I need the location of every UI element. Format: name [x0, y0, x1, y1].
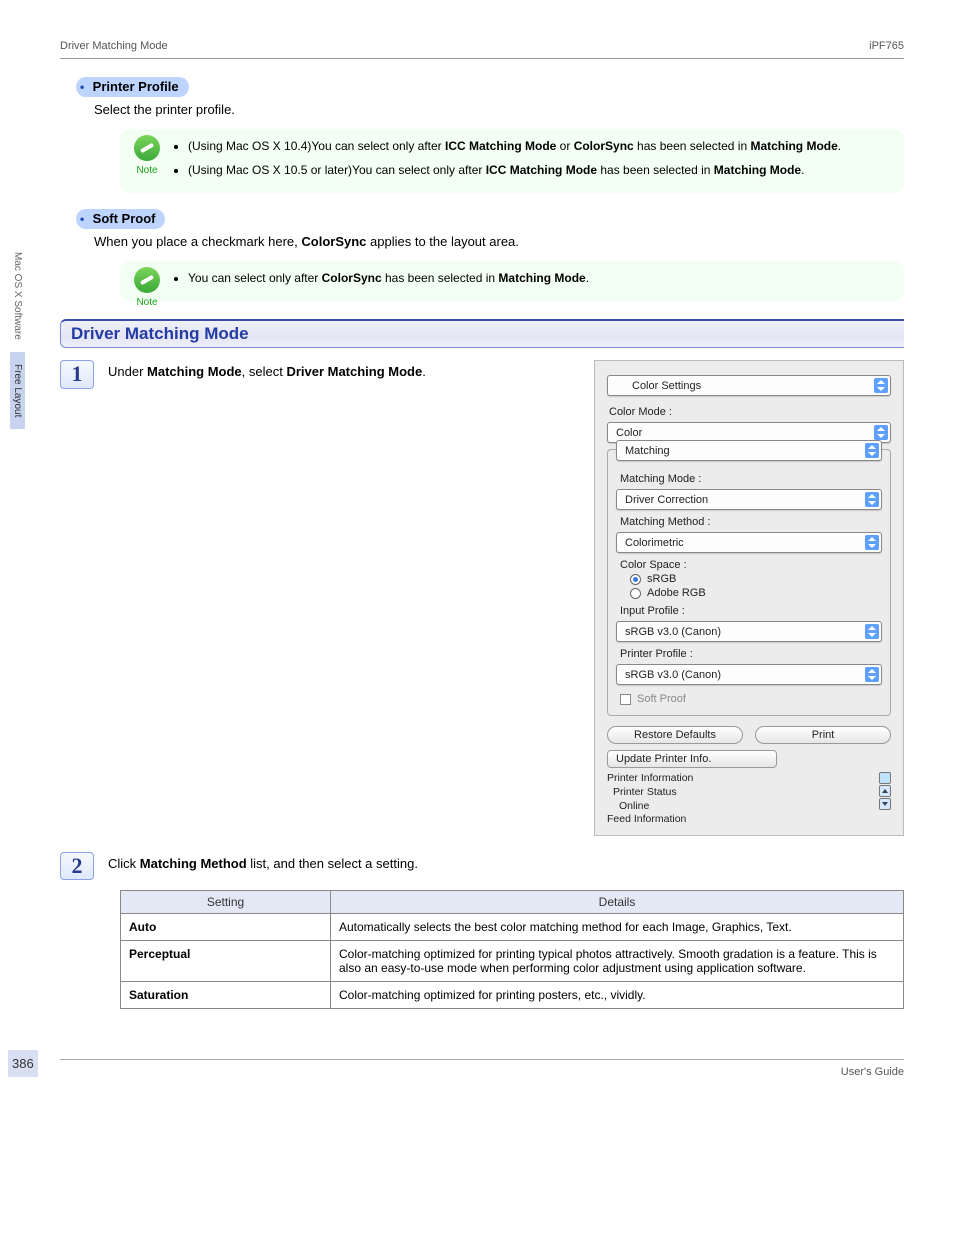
printer-profile-select[interactable]: sRGB v3.0 (Canon) [616, 664, 882, 685]
table-header-details: Details [331, 891, 904, 914]
dropdown-arrows-icon [874, 378, 888, 393]
soft-proof-body: When you place a checkmark here, ColorSy… [94, 233, 904, 251]
printer-info-text: Printer Information Printer Status Onlin… [607, 772, 693, 827]
radio-srgb[interactable]: sRGB [630, 573, 882, 585]
note-label: Note [128, 163, 166, 178]
scroll-down-icon [879, 798, 891, 810]
step-1: 1 Under Matching Mode, select Driver Mat… [60, 360, 540, 388]
page-number: 386 [8, 1050, 38, 1077]
matching-select[interactable]: Matching [616, 440, 882, 461]
color-settings-panel: Color Settings Color Mode : Color Matchi… [594, 360, 904, 836]
pencil-icon [134, 267, 160, 293]
dropdown-arrows-icon [865, 667, 879, 682]
settings-table: Setting Details Auto Automatically selec… [120, 890, 904, 1009]
footer-text: User's Guide [841, 1066, 904, 1078]
panel-dropdown[interactable]: Color Settings [607, 375, 891, 396]
note-label: Note [128, 295, 166, 310]
dropdown-arrows-icon [865, 443, 879, 458]
header-left: Driver Matching Mode [60, 40, 168, 52]
page-header: Driver Matching Mode iPF765 [60, 40, 904, 59]
note-icon: Note [128, 135, 166, 178]
note2-item1: You can select only after ColorSync has … [188, 269, 894, 287]
step-2-text: Click Matching Method list, and then sel… [108, 852, 904, 871]
checkbox-icon [620, 694, 631, 705]
note-icon: Note [128, 267, 166, 310]
dropdown-arrows-icon [874, 425, 888, 440]
matching-method-label: Matching Method : [620, 516, 882, 528]
scroll-up-icon [879, 785, 891, 797]
step-number-2: 2 [60, 852, 94, 880]
step-number-1: 1 [60, 360, 94, 388]
tab-mac-os-x-software: Mac OS X Software [10, 240, 25, 352]
printer-profile-body: Select the printer profile. [94, 101, 904, 119]
footer: User's Guide [60, 1059, 904, 1078]
bullet-icon: • [80, 80, 84, 94]
soft-proof-title: Soft Proof [93, 211, 156, 226]
radio-icon [630, 574, 641, 585]
matching-mode-label: Matching Mode : [620, 473, 882, 485]
scroll-arrows[interactable] [879, 772, 891, 810]
input-profile-select[interactable]: sRGB v3.0 (Canon) [616, 621, 882, 642]
color-space-label: Color Space : [620, 559, 882, 571]
driver-matching-mode-heading: Driver Matching Mode [60, 319, 904, 348]
note1-item2: (Using Mac OS X 10.5 or later)You can se… [188, 161, 894, 179]
tab-free-layout: Free Layout [10, 352, 25, 429]
step-1-text: Under Matching Mode, select Driver Match… [108, 360, 540, 379]
restore-defaults-button[interactable]: Restore Defaults [607, 726, 743, 744]
dropdown-arrows-icon [865, 492, 879, 507]
print-button[interactable]: Print [755, 726, 891, 744]
table-row: Perceptual Color-matching optimized for … [121, 941, 904, 982]
note-box-2: Note You can select only after ColorSync… [120, 261, 904, 301]
color-mode-label: Color Mode : [609, 406, 891, 418]
soft-proof-heading: • Soft Proof [76, 209, 165, 229]
printer-profile-label: Printer Profile : [620, 648, 882, 660]
scroll-thumb-icon [879, 772, 891, 784]
table-row: Saturation Color-matching optimized for … [121, 982, 904, 1009]
soft-proof-checkbox[interactable]: Soft Proof [620, 693, 882, 705]
pencil-icon [134, 135, 160, 161]
printer-profile-heading: • Printer Profile [76, 77, 189, 97]
side-tabs: Mac OS X Software Free Layout [10, 240, 34, 429]
update-printer-info-button[interactable]: Update Printer Info. [607, 750, 777, 768]
matching-method-select[interactable]: Colorimetric [616, 532, 882, 553]
bullet-icon: • [80, 212, 84, 226]
radio-adobe-rgb[interactable]: Adobe RGB [630, 587, 882, 599]
step-2: 2 Click Matching Method list, and then s… [60, 852, 904, 880]
dropdown-arrows-icon [865, 624, 879, 639]
panel-dropdown-label: Color Settings [632, 380, 701, 392]
radio-icon [630, 588, 641, 599]
table-header-setting: Setting [121, 891, 331, 914]
printer-profile-title: Printer Profile [93, 79, 179, 94]
input-profile-label: Input Profile : [620, 605, 882, 617]
table-row: Auto Automatically selects the best colo… [121, 914, 904, 941]
note-box-1: Note (Using Mac OS X 10.4)You can select… [120, 129, 904, 193]
matching-mode-select[interactable]: Driver Correction [616, 489, 882, 510]
dropdown-arrows-icon [865, 535, 879, 550]
note1-item1: (Using Mac OS X 10.4)You can select only… [188, 137, 894, 155]
header-right: iPF765 [869, 40, 904, 52]
matching-fieldset: Matching Matching Mode : Driver Correcti… [607, 449, 891, 716]
